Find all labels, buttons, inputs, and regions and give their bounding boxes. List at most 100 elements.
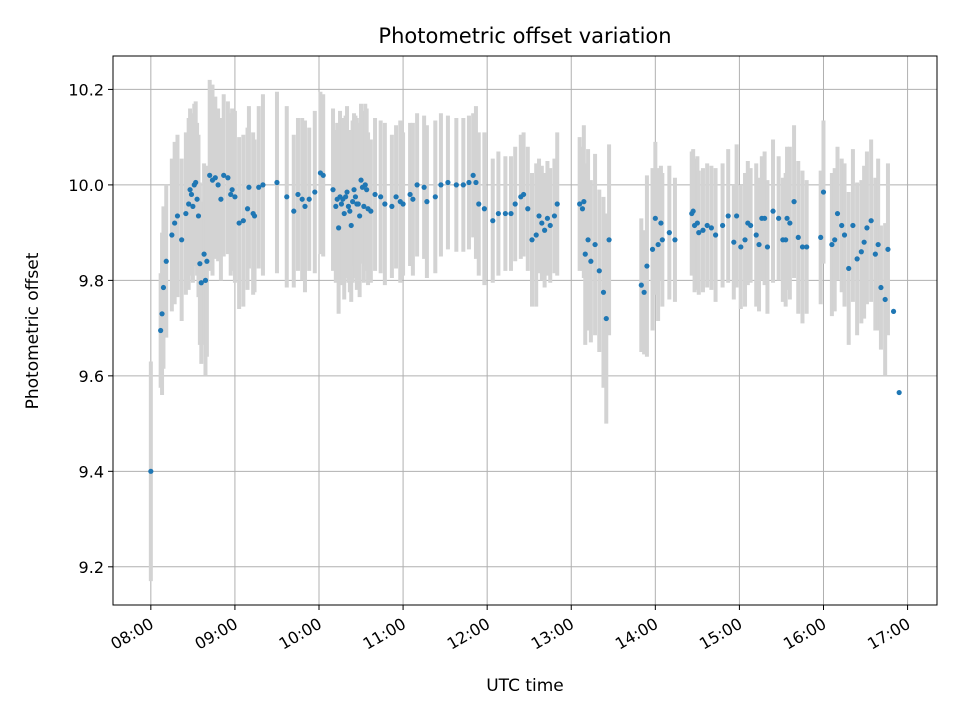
- data-point: [708, 225, 714, 231]
- data-point: [820, 189, 827, 195]
- data-point: [846, 265, 852, 272]
- data-point: [839, 222, 845, 229]
- data-point: [554, 201, 560, 207]
- x-axis-label: UTC time: [486, 676, 564, 696]
- data-point: [490, 218, 496, 224]
- data-point: [148, 468, 154, 474]
- data-point: [659, 237, 665, 243]
- data-point: [804, 244, 810, 250]
- data-point: [295, 191, 301, 198]
- data-point: [172, 220, 178, 226]
- data-point: [791, 199, 797, 205]
- data-point: [854, 256, 860, 262]
- data-point: [882, 296, 888, 303]
- data-point: [784, 215, 790, 221]
- data-point: [333, 203, 339, 209]
- data-point: [542, 227, 548, 233]
- data-point: [606, 237, 612, 243]
- data-point: [652, 215, 658, 221]
- data-point: [700, 227, 706, 233]
- data-point: [799, 244, 806, 250]
- data-point: [195, 213, 202, 219]
- data-point: [193, 179, 199, 186]
- data-point: [581, 199, 587, 205]
- data-point: [341, 210, 347, 217]
- data-point: [644, 263, 650, 269]
- data-point: [725, 213, 731, 219]
- data-point: [585, 237, 591, 243]
- data-point: [719, 222, 726, 229]
- data-point: [658, 220, 664, 226]
- data-point: [378, 194, 384, 200]
- data-point: [225, 175, 231, 181]
- data-point: [638, 282, 644, 288]
- data-point: [330, 187, 336, 193]
- data-point: [163, 258, 169, 264]
- data-point: [212, 175, 218, 181]
- data-point: [502, 210, 508, 217]
- data-point: [672, 237, 678, 243]
- data-point: [246, 184, 252, 190]
- data-point: [362, 182, 368, 188]
- data-point: [338, 201, 345, 207]
- data-point: [742, 237, 748, 243]
- data-point: [232, 194, 238, 200]
- data-point: [364, 187, 370, 193]
- data-point: [473, 179, 479, 186]
- data-point: [649, 246, 656, 252]
- data-point: [201, 251, 207, 257]
- data-point: [588, 258, 594, 264]
- data-point: [875, 241, 881, 248]
- data-point: [197, 261, 203, 267]
- data-point: [896, 389, 902, 396]
- data-point: [347, 208, 353, 214]
- data-point: [783, 237, 789, 243]
- data-point: [748, 222, 754, 229]
- chart-title: Photometric offset variation: [378, 24, 671, 48]
- data-point: [244, 206, 251, 212]
- data-point: [655, 241, 661, 248]
- data-point: [795, 234, 801, 241]
- data-point: [533, 232, 539, 238]
- data-point: [872, 251, 878, 257]
- data-point: [183, 210, 189, 217]
- data-point: [169, 232, 175, 238]
- data-point: [666, 230, 672, 236]
- data-point: [579, 206, 586, 212]
- data-point: [306, 196, 312, 202]
- data-point: [495, 210, 501, 217]
- data-point: [818, 234, 824, 241]
- data-point: [302, 203, 308, 209]
- data-point: [756, 241, 762, 248]
- data-point: [421, 184, 427, 190]
- y-axis-label: Photometric offset: [23, 252, 43, 409]
- data-point: [734, 213, 740, 219]
- data-point: [400, 201, 406, 207]
- y-axis: 9.2 9.4 9.6 9.8 10.0 10.2: [68, 80, 113, 577]
- data-point: [240, 218, 246, 224]
- data-point: [291, 208, 297, 214]
- data-point: [432, 194, 438, 200]
- data-point: [890, 308, 897, 315]
- data-point: [476, 201, 482, 207]
- data-point: [344, 189, 350, 195]
- data-point: [460, 182, 466, 188]
- plot-frame: [112, 55, 938, 606]
- data-point: [350, 199, 356, 205]
- data-point: [158, 327, 164, 334]
- data-point: [194, 196, 200, 202]
- data-point: [529, 237, 535, 243]
- data-point: [829, 241, 835, 248]
- data-point: [508, 210, 514, 217]
- data-point: [712, 232, 719, 238]
- data-point: [190, 203, 196, 209]
- data-point: [251, 213, 258, 219]
- data-point: [539, 220, 545, 226]
- data-point: [372, 191, 378, 198]
- data-point: [885, 246, 891, 252]
- data-point: [355, 201, 361, 207]
- data-point: [174, 213, 181, 219]
- data-point: [160, 284, 167, 291]
